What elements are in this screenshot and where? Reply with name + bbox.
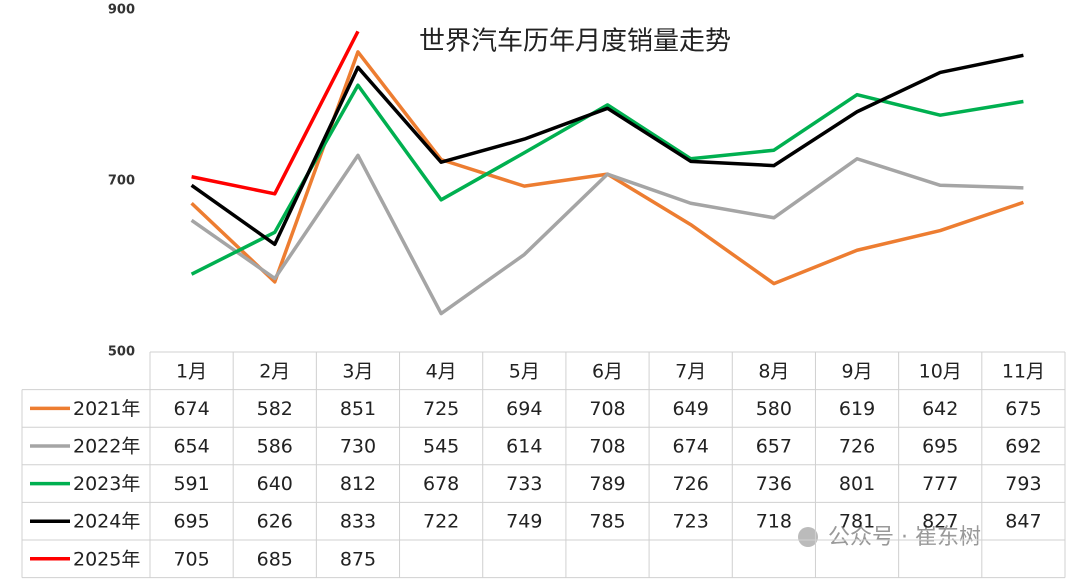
legend-label: 2024年 <box>73 511 140 533</box>
table-cell: 675 <box>1005 398 1041 420</box>
table-cell: 545 <box>423 436 459 458</box>
table-cell: 785 <box>589 511 625 533</box>
table-cell: 847 <box>1005 511 1041 533</box>
y-tick-label: 900 <box>108 3 135 18</box>
table-cell: 851 <box>340 398 376 420</box>
table-cell: 781 <box>839 511 875 533</box>
table-cell: 812 <box>340 473 376 495</box>
y-tick-label: 500 <box>108 345 135 360</box>
legend-label: 2022年 <box>73 436 140 458</box>
table-cell: 730 <box>340 436 376 458</box>
table-cell: 801 <box>839 473 875 495</box>
chart-title: 世界汽车历年月度销量走势 <box>419 27 731 57</box>
legend-label: 2025年 <box>73 548 140 570</box>
table-cell: 695 <box>922 436 958 458</box>
table-cell: 705 <box>173 548 209 570</box>
legend-label: 2021年 <box>73 398 140 420</box>
x-tick-label: 7月 <box>675 360 706 382</box>
table-cell: 626 <box>257 511 293 533</box>
x-tick-label: 9月 <box>841 360 872 382</box>
table-cell: 657 <box>756 436 792 458</box>
table-cell: 678 <box>423 473 459 495</box>
x-tick-label: 2月 <box>259 360 290 382</box>
table-cell: 723 <box>673 511 709 533</box>
table-cell: 654 <box>173 436 209 458</box>
table-cell: 749 <box>506 511 542 533</box>
table-cell: 580 <box>756 398 792 420</box>
series-line <box>190 83 1024 276</box>
legend-label: 2023年 <box>73 473 140 495</box>
table-cell: 640 <box>257 473 293 495</box>
table-cell: 777 <box>922 473 958 495</box>
x-tick-label: 4月 <box>426 360 457 382</box>
table-cell: 692 <box>1005 436 1041 458</box>
x-tick-label: 6月 <box>592 360 623 382</box>
series-line <box>190 53 1024 247</box>
series-line <box>190 50 1024 286</box>
table-cell: 674 <box>673 436 709 458</box>
x-tick-label: 5月 <box>509 360 540 382</box>
table-cell: 642 <box>922 398 958 420</box>
table-cell: 649 <box>673 398 709 420</box>
table-cell: 619 <box>839 398 875 420</box>
x-tick-label: 10月 <box>919 360 962 382</box>
x-tick-label: 3月 <box>342 360 373 382</box>
table-cell: 591 <box>173 473 209 495</box>
watermark-icon <box>798 527 818 547</box>
table-cell: 582 <box>257 398 293 420</box>
table-cell: 733 <box>506 473 542 495</box>
table-cell: 736 <box>756 473 792 495</box>
table-cell: 722 <box>423 511 459 533</box>
table-cell: 827 <box>922 511 958 533</box>
table-cell: 726 <box>673 473 709 495</box>
table-cell: 695 <box>173 511 209 533</box>
table-cell: 694 <box>506 398 542 420</box>
series-line <box>191 30 360 196</box>
table-cell: 708 <box>589 436 625 458</box>
table-cell: 674 <box>173 398 209 420</box>
table-cell: 793 <box>1005 473 1041 495</box>
series-line <box>190 153 1024 316</box>
table-cell: 789 <box>589 473 625 495</box>
table-cell: 708 <box>589 398 625 420</box>
watermark: 公众号 · 崔东树 <box>798 525 981 550</box>
x-tick-label: 1月 <box>176 360 207 382</box>
table-cell: 586 <box>257 436 293 458</box>
watermark-text: 公众号 · 崔东树 <box>828 525 981 550</box>
table-cell: 875 <box>340 548 376 570</box>
table-cell: 685 <box>257 548 293 570</box>
table-cell: 725 <box>423 398 459 420</box>
y-tick-label: 700 <box>108 174 135 189</box>
table-cell: 718 <box>756 511 792 533</box>
x-tick-label: 11月 <box>1002 360 1045 382</box>
table-cell: 614 <box>506 436 542 458</box>
x-tick-label: 8月 <box>758 360 789 382</box>
table-cell: 833 <box>340 511 376 533</box>
table-cell: 726 <box>839 436 875 458</box>
